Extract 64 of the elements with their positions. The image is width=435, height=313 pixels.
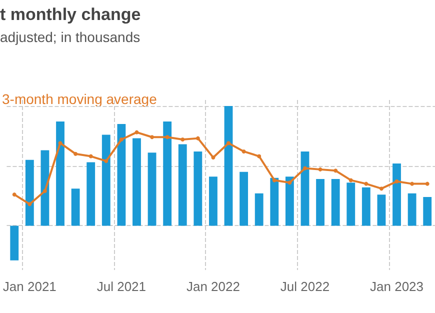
bar bbox=[117, 124, 126, 226]
bar bbox=[10, 226, 19, 260]
bar bbox=[408, 193, 416, 226]
bar bbox=[316, 179, 324, 226]
point bbox=[364, 182, 368, 186]
bar bbox=[270, 178, 279, 226]
bar bbox=[86, 162, 96, 226]
point bbox=[348, 178, 353, 182]
bar bbox=[224, 106, 233, 226]
chart-title: t monthly change bbox=[0, 5, 141, 24]
bar bbox=[346, 182, 356, 226]
bar bbox=[240, 172, 248, 226]
x-tick-label: Jul 2022 bbox=[280, 279, 330, 294]
chart-subtitle: adjusted; in thousands bbox=[0, 29, 140, 45]
point bbox=[104, 159, 108, 164]
bar bbox=[163, 122, 172, 226]
point bbox=[74, 152, 78, 156]
point bbox=[272, 178, 276, 182]
bar bbox=[377, 194, 386, 226]
point bbox=[394, 179, 399, 184]
bar bbox=[178, 144, 187, 226]
x-tick-label: Jan 2023 bbox=[370, 279, 424, 294]
bar bbox=[209, 176, 218, 226]
bar bbox=[56, 122, 64, 226]
point bbox=[318, 167, 322, 172]
bar bbox=[102, 134, 110, 226]
point bbox=[119, 138, 124, 142]
bar bbox=[331, 179, 340, 226]
bar bbox=[362, 187, 370, 226]
x-tick-label: Jul 2021 bbox=[96, 279, 146, 294]
bar bbox=[392, 163, 401, 226]
point bbox=[302, 166, 307, 170]
bar bbox=[25, 160, 34, 226]
point bbox=[226, 141, 231, 146]
bar bbox=[254, 193, 264, 226]
bar bbox=[148, 152, 156, 226]
point bbox=[28, 202, 32, 206]
point bbox=[379, 186, 384, 191]
point bbox=[165, 135, 170, 140]
point bbox=[425, 182, 430, 186]
bar bbox=[300, 151, 310, 226]
bar bbox=[194, 151, 202, 226]
point bbox=[150, 135, 154, 140]
bar bbox=[423, 196, 432, 226]
x-tick-label: Jan 2021 bbox=[2, 279, 56, 294]
bar bbox=[285, 176, 294, 226]
point bbox=[288, 180, 292, 185]
point bbox=[58, 141, 62, 146]
x-tick-label: Jan 2022 bbox=[186, 279, 240, 294]
bar bbox=[40, 150, 50, 226]
point bbox=[42, 188, 47, 193]
bar bbox=[71, 188, 80, 226]
point bbox=[410, 182, 414, 186]
point bbox=[180, 138, 185, 142]
point bbox=[257, 154, 262, 158]
point bbox=[211, 155, 216, 160]
text: 3-month moving average bbox=[2, 91, 158, 107]
point bbox=[334, 168, 338, 173]
point bbox=[12, 192, 16, 197]
point bbox=[134, 130, 139, 134]
point bbox=[196, 136, 200, 140]
point bbox=[88, 154, 93, 158]
point bbox=[242, 149, 246, 154]
bar bbox=[132, 138, 141, 226]
